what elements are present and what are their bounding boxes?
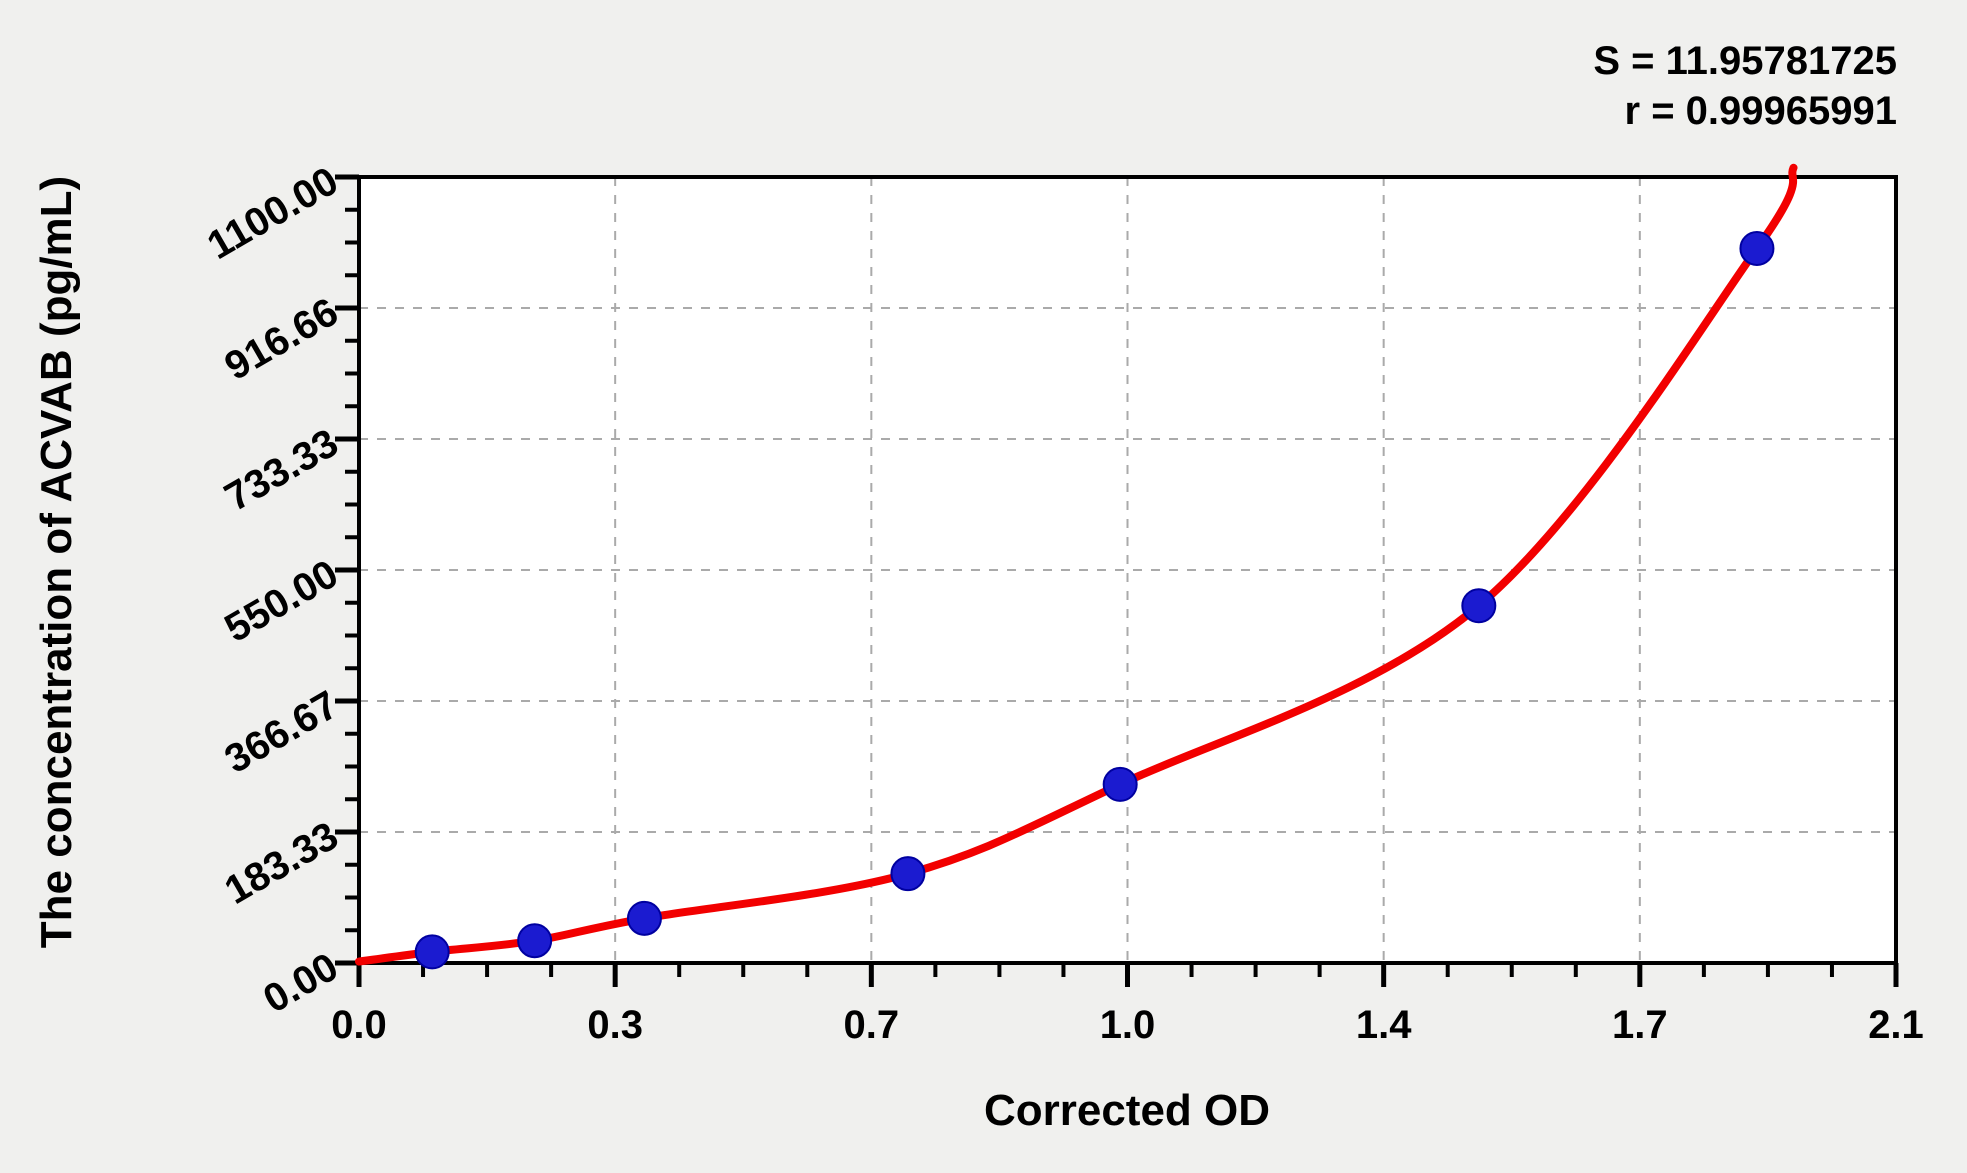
y-tick-label: 916.66 — [218, 290, 346, 389]
y-tick-labels: 0.00183.33366.67550.00733.33916.661100.0… — [200, 159, 345, 1022]
data-point — [1739, 230, 1775, 266]
fit-statistics: S = 11.95781725 r = 0.99965991 — [1593, 36, 1897, 136]
y-tick-label: 183.33 — [218, 814, 346, 913]
x-tick-label: 1.4 — [1356, 1003, 1412, 1047]
data-point — [517, 923, 553, 959]
data-point — [890, 856, 926, 892]
x-tick-label: 0.7 — [844, 1003, 900, 1047]
x-tick-label: 0.0 — [331, 1003, 387, 1047]
data-points — [414, 230, 1775, 970]
data-point — [626, 900, 662, 936]
s-value-label: S = 11.95781725 — [1593, 39, 1897, 83]
x-tick-label: 2.1 — [1868, 1003, 1924, 1047]
y-tick-label: 550.00 — [218, 552, 346, 651]
x-tick-label: 1.7 — [1612, 1003, 1668, 1047]
axis-ticks — [335, 174, 1899, 987]
y-tick-label: 1100.00 — [200, 159, 345, 268]
x-axis-title: Corrected OD — [983, 1086, 1271, 1135]
data-point — [1102, 766, 1138, 802]
gridlines — [359, 177, 1896, 963]
x-tick-label: 1.0 — [1100, 1003, 1156, 1047]
y-axis-title: The concentration of ACVAB (pg/mL) — [32, 175, 81, 949]
data-point — [414, 934, 450, 970]
y-tick-label: 733.33 — [218, 421, 346, 520]
x-tick-labels: 0.0 0.3 0.7 1.0 1.4 1.7 2.1 — [331, 1003, 1924, 1047]
data-point — [1461, 588, 1497, 624]
r-value-label: r = 0.99965991 — [1624, 89, 1897, 133]
x-tick-label: 0.3 — [587, 1003, 643, 1047]
y-tick-label: 366.67 — [218, 683, 346, 782]
